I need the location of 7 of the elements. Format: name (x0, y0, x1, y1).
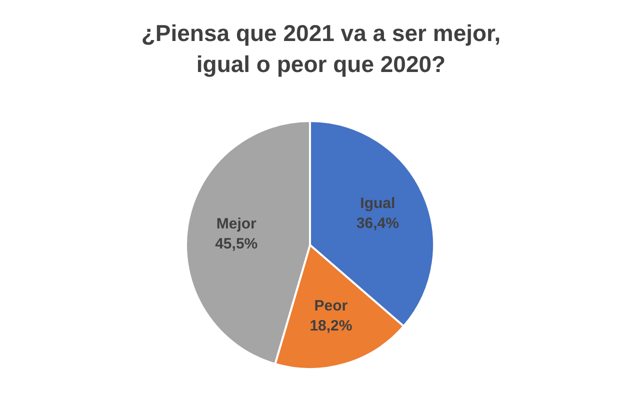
slice-label: Igual (360, 195, 396, 212)
data-label: 36,4% (356, 215, 399, 232)
slice-label: Peor (314, 298, 348, 315)
data-label: 45,5% (215, 236, 258, 253)
chart-title: ¿Piensa que 2021 va a ser mejor, igual o peor que 2020? (140, 19, 502, 79)
data-label: 18,2% (310, 318, 352, 335)
slice-label: Mejor (216, 216, 257, 233)
